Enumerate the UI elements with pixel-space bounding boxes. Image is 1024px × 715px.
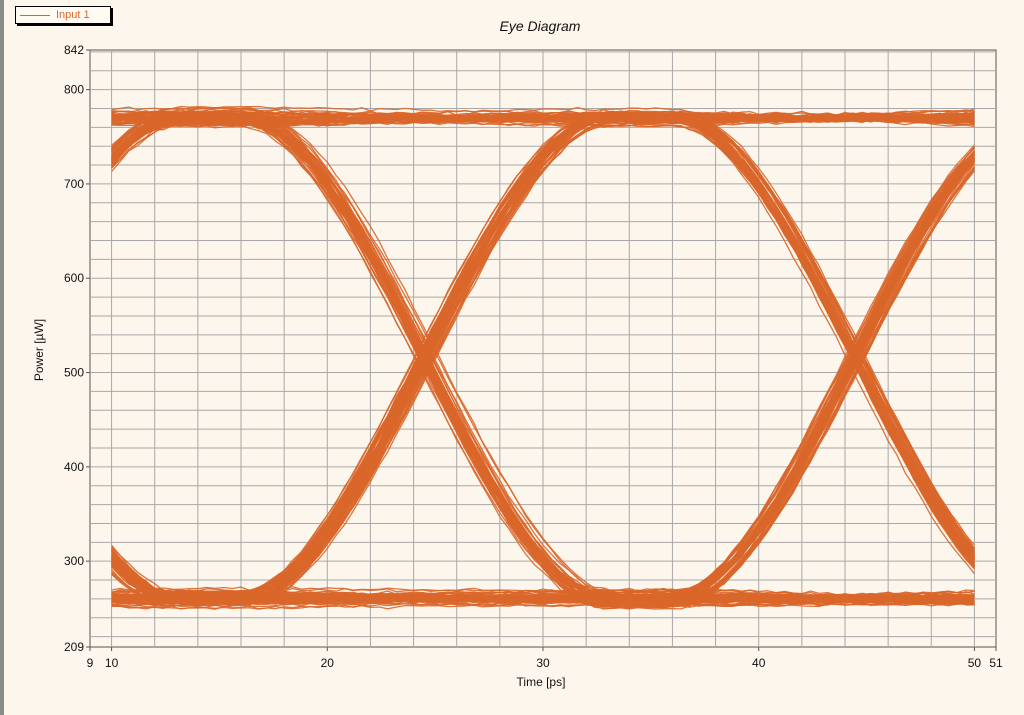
eye-trace xyxy=(111,108,975,159)
eye-trace xyxy=(111,157,975,602)
legend: Input 1 xyxy=(15,6,111,24)
y-tick-label: 300 xyxy=(64,554,84,568)
y-tick-label: 400 xyxy=(64,460,84,474)
y-tick-label: 209 xyxy=(64,640,84,654)
y-tick-label: 800 xyxy=(64,83,84,97)
eye-trace xyxy=(111,116,975,606)
eye-trace xyxy=(111,113,975,594)
eye-trace xyxy=(111,106,975,604)
y-tick-label: 700 xyxy=(64,177,84,191)
eye-trace xyxy=(111,114,975,599)
x-tick-label: 9 xyxy=(87,656,94,670)
eye-trace xyxy=(111,116,975,600)
eye-trace xyxy=(111,557,975,604)
x-tick-label: 50 xyxy=(968,656,982,670)
eye-trace xyxy=(111,159,975,594)
y-axis-label: Power [µW] xyxy=(32,319,46,381)
x-tick-label: 20 xyxy=(321,656,335,670)
eye-trace xyxy=(111,112,975,610)
x-ticks: 9 10 20 30 40 50 51 xyxy=(87,647,1003,670)
y-tick-label: 500 xyxy=(64,366,84,380)
x-axis-label: Time [ps] xyxy=(517,675,566,689)
eye-trace xyxy=(111,109,975,599)
x-tick-label: 40 xyxy=(752,656,766,670)
x-tick-label: 51 xyxy=(989,656,1003,670)
eye-trace xyxy=(111,115,975,600)
chart-title: Eye Diagram xyxy=(499,18,581,34)
legend-label: Input 1 xyxy=(56,9,90,21)
eye-trace xyxy=(111,151,975,601)
window-edge xyxy=(0,0,4,715)
eye-trace xyxy=(111,114,975,609)
eye-traces xyxy=(111,105,975,610)
x-tick-label: 10 xyxy=(105,656,119,670)
y-tick-label: 600 xyxy=(64,271,84,285)
legend-swatch xyxy=(20,14,50,16)
y-tick-label: 842 xyxy=(64,43,84,57)
x-tick-label: 30 xyxy=(536,656,550,670)
y-ticks: 209 300 400 500 600 700 800 842 xyxy=(64,43,90,654)
grid xyxy=(90,50,996,647)
eye-trace xyxy=(111,590,975,602)
